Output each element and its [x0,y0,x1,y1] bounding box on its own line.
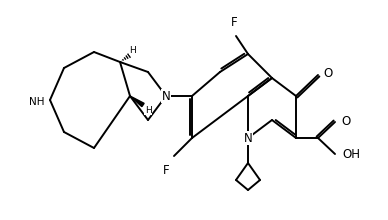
Text: O: O [341,114,350,128]
Text: OH: OH [342,147,360,161]
Text: H: H [145,106,151,114]
Polygon shape [130,96,144,107]
Text: F: F [231,16,237,29]
Text: H: H [130,46,136,55]
Text: NH: NH [28,97,44,107]
Text: N: N [244,132,252,145]
Text: F: F [163,164,169,177]
Text: O: O [323,66,332,79]
Text: N: N [162,90,170,103]
